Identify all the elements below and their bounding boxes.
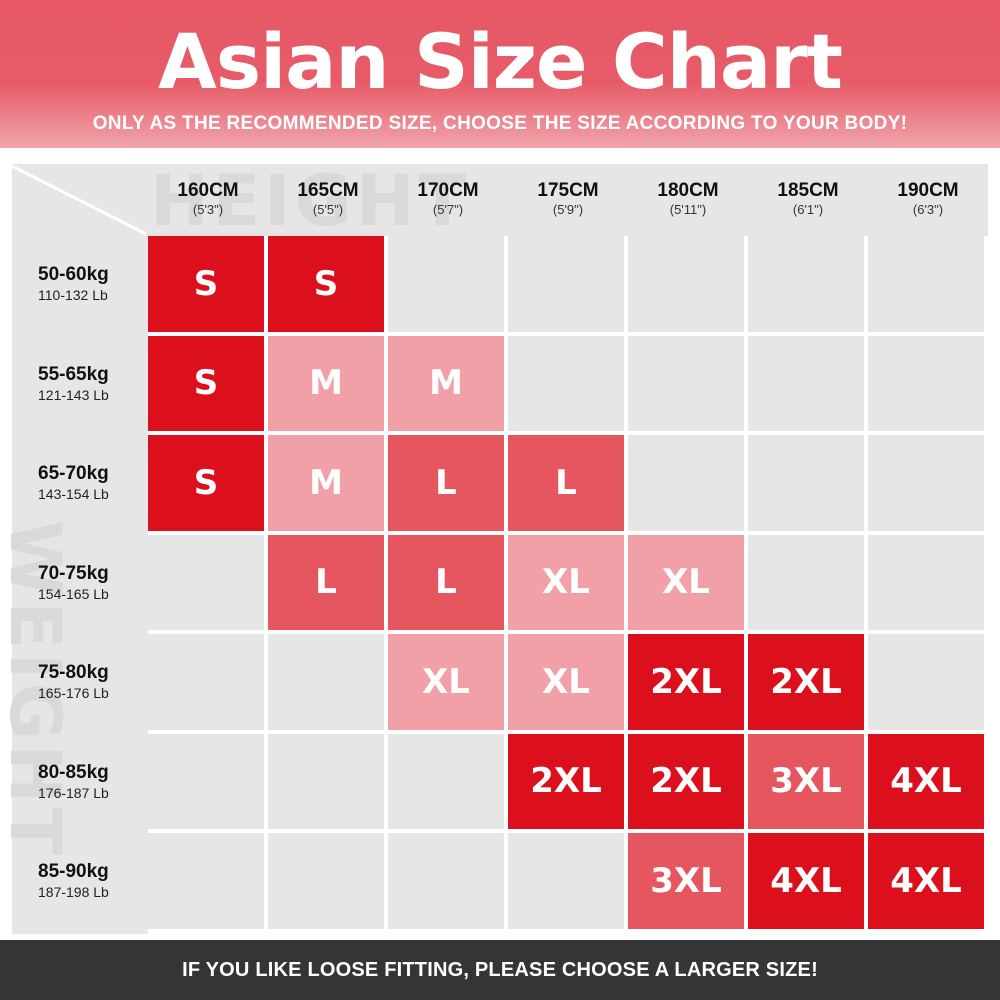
empty-cell — [268, 634, 384, 730]
column-header: 170CM (5'7") — [388, 180, 508, 218]
corner-diagonal-line — [11, 164, 147, 236]
size-cell: M — [268, 335, 384, 431]
weight-kg-label: 75-80kg — [38, 662, 109, 683]
column-header: 190CM (6'3") — [868, 180, 988, 218]
column-header: 175CM (5'9") — [508, 180, 628, 218]
row-header: 85-90kg 187-198 Lb — [38, 861, 148, 901]
empty-cell — [868, 435, 984, 531]
weight-kg-label: 85-90kg — [38, 861, 109, 882]
size-cell: S — [148, 335, 264, 431]
size-cell: 2XL — [508, 733, 624, 829]
size-cell: 2XL — [748, 634, 864, 730]
size-cell: L — [388, 435, 504, 531]
height-ft-label: (5'3") — [192, 202, 224, 217]
column-header: 185CM (6'1") — [748, 180, 868, 218]
height-cm-label: 165CM — [297, 180, 359, 201]
empty-cell — [868, 335, 984, 431]
row-header: 70-75kg 154-165 Lb — [38, 563, 148, 603]
weight-lb-label: 121-143 Lb — [38, 386, 109, 403]
column-header: 165CM (5'5") — [268, 180, 388, 218]
height-ft-label: (6'3") — [912, 202, 944, 217]
row-header: 65-70kg 143-154 Lb — [38, 463, 148, 503]
weight-kg-label: 50-60kg — [38, 264, 109, 285]
size-cell: XL — [388, 634, 504, 730]
size-table: HEIGHT WEIGHT 160CM (5'3") 165CM (5'5") 170C… — [0, 148, 1000, 940]
height-ft-label: (5'9") — [552, 202, 584, 217]
height-ft-label: (5'5") — [312, 202, 344, 217]
empty-cell — [508, 335, 624, 431]
size-cell: XL — [628, 534, 744, 630]
size-cell: XL — [508, 534, 624, 630]
empty-cell — [628, 236, 744, 332]
size-cell: L — [388, 534, 504, 630]
size-cell: 2XL — [628, 634, 744, 730]
size-cell: S — [148, 236, 264, 332]
empty-cell — [748, 335, 864, 431]
empty-cell — [748, 236, 864, 332]
height-ft-label: (5'11") — [669, 202, 707, 217]
size-cell: XL — [508, 634, 624, 730]
height-ft-label: (5'7") — [432, 202, 464, 217]
row-header: 50-60kg 110-132 Lb — [38, 264, 148, 304]
empty-cell — [868, 534, 984, 630]
column-header: 160CM (5'3") — [148, 180, 268, 218]
footer-note: IF YOU LIKE LOOSE FITTING, PLEASE CHOOSE… — [0, 940, 1000, 1000]
size-cell: M — [388, 335, 504, 431]
size-cell: 3XL — [628, 833, 744, 929]
size-cell: S — [148, 435, 264, 531]
height-cm-label: 170CM — [417, 180, 479, 201]
row-header: 55-65kg 121-143 Lb — [38, 364, 148, 404]
column-header: 180CM (5'11") — [628, 180, 748, 218]
height-cm-label: 190CM — [897, 180, 959, 201]
weight-kg-label: 65-70kg — [38, 463, 109, 484]
size-cell: 2XL — [628, 733, 744, 829]
weight-lb-label: 187-198 Lb — [38, 884, 109, 900]
empty-cell — [388, 833, 504, 929]
empty-cell — [868, 634, 984, 730]
weight-kg-label: 70-75kg — [38, 562, 109, 584]
height-header-panel — [148, 164, 988, 236]
empty-cell — [148, 733, 264, 829]
weight-lb-label: 154-165 Lb — [38, 585, 109, 602]
empty-cell — [268, 833, 384, 929]
size-cell: 4XL — [868, 833, 984, 929]
size-cell: M — [268, 435, 384, 531]
size-cell: 3XL — [748, 733, 864, 829]
size-cell: 4XL — [868, 733, 984, 829]
empty-cell — [388, 236, 504, 332]
empty-cell — [628, 435, 744, 531]
weight-lb-label: 176-187 Lb — [38, 784, 109, 801]
size-cell: S — [268, 236, 384, 332]
empty-cell — [508, 833, 624, 929]
chart-subtitle: ONLY AS THE RECOMMENDED SIZE, CHOOSE THE… — [92, 113, 908, 134]
size-cell: L — [268, 534, 384, 630]
height-cm-label: 160CM — [177, 180, 239, 201]
size-cell: L — [508, 435, 624, 531]
weight-kg-label: 80-85kg — [38, 761, 109, 783]
empty-cell — [148, 833, 264, 929]
empty-cell — [148, 634, 264, 730]
weight-lb-label: 110-132 Lb — [38, 287, 108, 303]
empty-cell — [868, 236, 984, 332]
weight-lb-label: 165-176 Lb — [38, 685, 109, 701]
height-watermark: HEIGHT — [150, 160, 471, 242]
empty-cell — [628, 335, 744, 431]
chart-title: Asian Size Chart — [158, 17, 843, 106]
row-header: 80-85kg 176-187 Lb — [38, 762, 148, 802]
height-ft-label: (6'1") — [792, 202, 824, 217]
height-cm-label: 175CM — [537, 180, 599, 201]
weight-kg-label: 55-65kg — [38, 363, 109, 385]
weight-lb-label: 143-154 Lb — [38, 486, 109, 502]
empty-cell — [388, 733, 504, 829]
empty-cell — [508, 236, 624, 332]
empty-cell — [148, 534, 264, 630]
empty-cell — [268, 733, 384, 829]
height-cm-label: 180CM — [657, 180, 719, 201]
size-cell: 4XL — [748, 833, 864, 929]
height-cm-label: 185CM — [777, 180, 839, 201]
empty-cell — [748, 435, 864, 531]
title-banner: Asian Size Chart ONLY AS THE RECOMMENDED… — [0, 0, 1000, 148]
empty-cell — [748, 534, 864, 630]
row-header: 75-80kg 165-176 Lb — [38, 662, 148, 702]
